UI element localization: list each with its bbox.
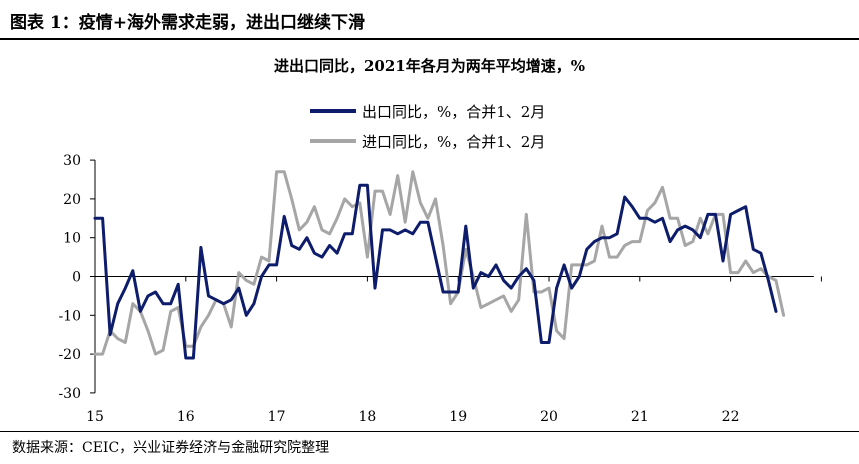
legend-item-export: 出口同比，%，合并1、2月	[310, 96, 545, 126]
series-line-export	[93, 183, 778, 360]
x-tick-label: 15	[86, 409, 104, 425]
x-tick-label: 21	[631, 409, 649, 425]
source-note: 数据来源：CEIC，兴业证券经济与金融研究院整理	[12, 440, 330, 456]
title-divider	[0, 38, 859, 40]
figure-title: 图表 1：疫情+海外需求走弱，进出口继续下滑	[10, 13, 365, 33]
y-tick-label: 20	[63, 192, 81, 208]
x-tick-label: 17	[268, 409, 286, 425]
y-tick-label: 0	[72, 270, 81, 286]
x-tick-label: 18	[358, 409, 376, 425]
series-line-import	[93, 170, 786, 356]
legend-swatch-export	[310, 109, 356, 113]
x-tick-label: 20	[540, 409, 558, 425]
chart-title: 进出口同比，2021年各月为两年平均增速，%	[273, 57, 585, 75]
chart-legend: 出口同比，%，合并1、2月 进口同比，%，合并1、2月	[310, 96, 545, 156]
y-tick-label: -10	[58, 308, 81, 324]
x-tick-label: 22	[722, 409, 740, 425]
x-tick-label: 16	[177, 409, 195, 425]
legend-label-import: 进口同比，%，合并1、2月	[362, 132, 546, 151]
legend-swatch-import	[310, 139, 356, 143]
y-tick-label: 30	[63, 153, 81, 169]
y-tick-label: -30	[58, 386, 81, 402]
legend-label-export: 出口同比，%，合并1、2月	[362, 102, 546, 121]
x-tick-label: 19	[449, 409, 467, 425]
legend-item-import: 进口同比，%，合并1、2月	[310, 126, 545, 156]
y-tick-label: 10	[63, 231, 81, 247]
y-tick-label: -20	[58, 347, 81, 363]
bottom-divider	[0, 431, 859, 432]
